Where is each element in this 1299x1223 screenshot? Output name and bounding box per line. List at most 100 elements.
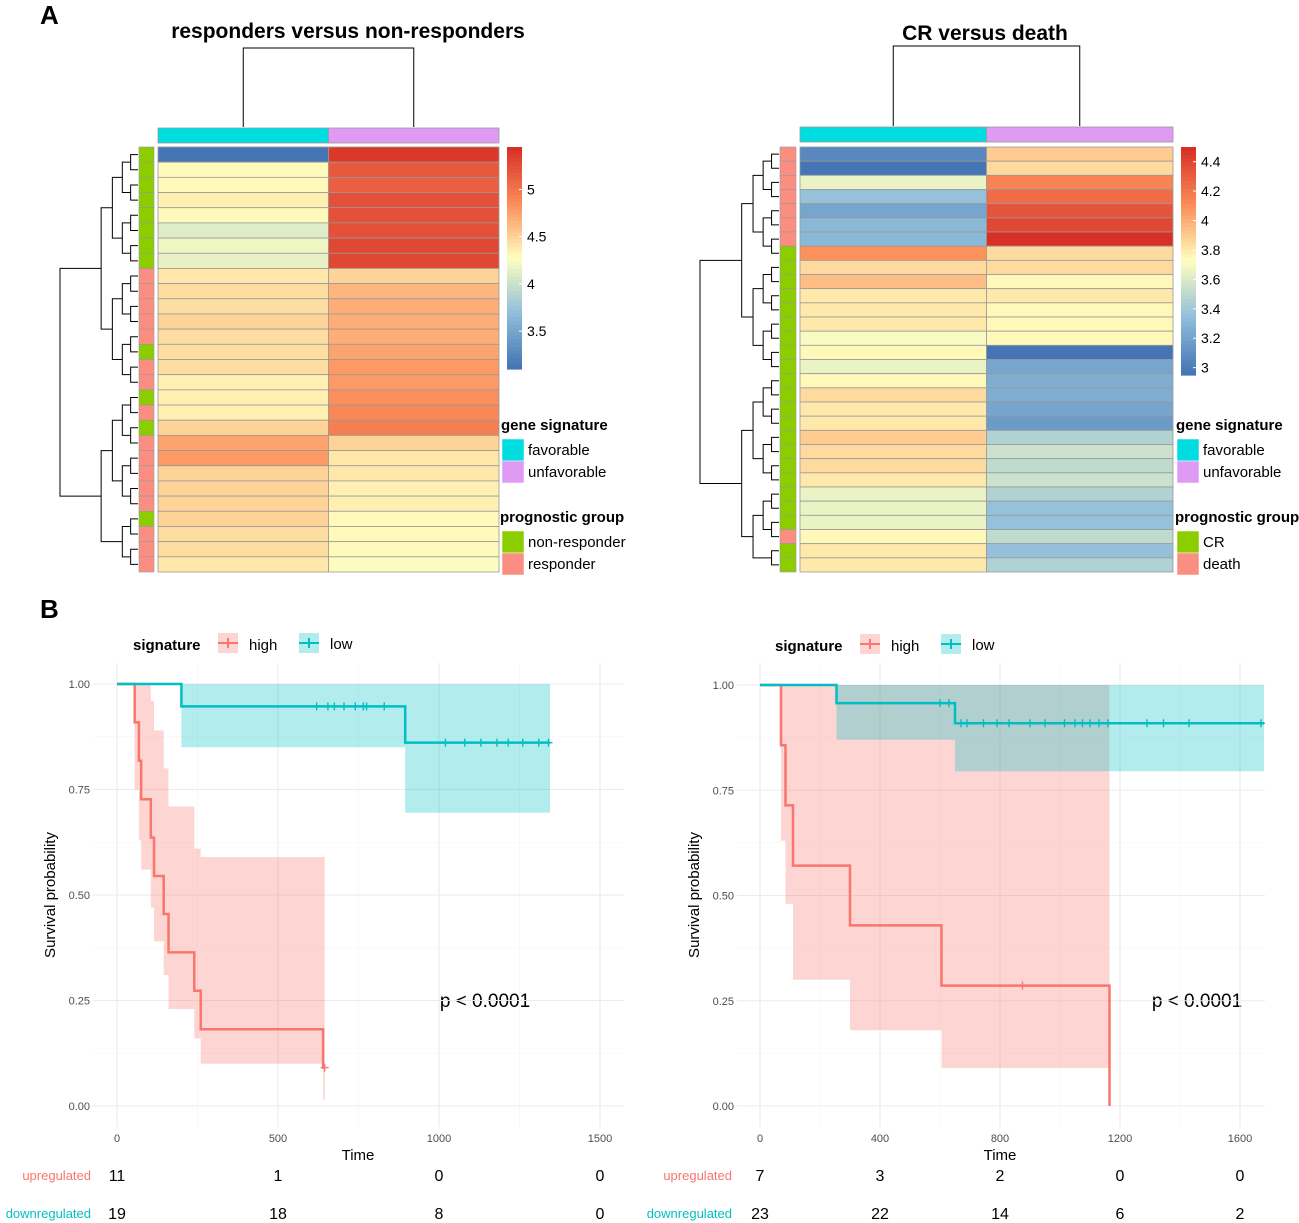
heatmap-cell (328, 268, 500, 285)
colorbar-segment (1181, 352, 1196, 357)
heatmap-cell (799, 401, 987, 417)
heatmap-cell (328, 237, 500, 254)
row-dendrogram-branch (121, 222, 131, 254)
heatmap-cell (157, 268, 329, 285)
km-censor-mark-low (979, 719, 988, 728)
heatmap-cell (986, 174, 1174, 190)
column-dendrogram (242, 47, 415, 127)
legend-label-responder: responder (528, 556, 596, 573)
row-annotation-CR (779, 387, 797, 403)
row-dendrogram-branch (741, 429, 754, 538)
heatmap-cell (157, 434, 329, 451)
colorbar-segment (1181, 150, 1196, 156)
colorbar-segment (507, 280, 522, 285)
heatmap-cell (328, 328, 500, 345)
row-annotation-non-responder (138, 510, 155, 527)
colorbar-segment (507, 306, 522, 311)
row-dendrogram-branch (130, 245, 138, 262)
legend-label-unfavorable: unfavorable (528, 464, 606, 481)
colorbar-segment (1181, 359, 1196, 365)
km-legend-high: high (249, 637, 277, 654)
colorbar-segment (507, 328, 522, 333)
row-annotation-CR (779, 373, 797, 389)
row-annotation-non-responder (138, 146, 155, 163)
row-annotation-death (779, 146, 797, 162)
heatmap-cell (986, 217, 1174, 233)
heatmap-cell (157, 556, 329, 573)
row-dendrogram-branch (100, 450, 123, 543)
row-dendrogram-branch (699, 259, 742, 484)
row-annotation-responder (138, 465, 155, 482)
colorbar-segment (1181, 340, 1196, 346)
heatmap-cell (157, 480, 329, 497)
colorbar-segment (507, 365, 522, 370)
legend-swatch-CR (1176, 530, 1200, 554)
colorbar-segment (1181, 318, 1196, 323)
row-dendrogram-branch (130, 305, 138, 323)
colorbar-segment (507, 198, 522, 204)
km-ci-band-low (117, 684, 551, 813)
colorbar-segment (507, 150, 522, 155)
legend-label-favorable: favorable (1203, 442, 1265, 459)
heatmap-cell (986, 415, 1174, 431)
legend-swatch-non-responder (501, 530, 525, 554)
row-annotation-non-responder (138, 207, 155, 224)
km-censor-mark-low (1143, 719, 1151, 728)
risk-table-value: 0 (596, 1206, 605, 1223)
heatmap-cell (799, 189, 987, 205)
heatmap-cell (986, 288, 1174, 304)
km-censor-mark-low (945, 699, 953, 708)
row-dendrogram-branch (771, 153, 779, 169)
colorbar-segment (1181, 299, 1196, 304)
row-annotation-responder (138, 374, 155, 391)
heatmap-cell (799, 373, 987, 389)
risk-row-downregulated: downregulated (647, 1206, 732, 1221)
colorbar-segment (507, 346, 522, 352)
heatmap-cell (157, 419, 329, 436)
colorbar-segment (1181, 291, 1196, 296)
colorbar-tick-label: 4.2 (1201, 183, 1221, 199)
heatmap-cell (157, 374, 329, 391)
y-tick-label: 0.00 (713, 1101, 734, 1113)
colorbar-segment (1181, 188, 1196, 194)
heatmap-cell (328, 359, 500, 376)
row-annotation-death (779, 203, 797, 219)
colorbar-segment (1181, 234, 1196, 239)
heatmap-cell (799, 415, 987, 431)
colorbar-segment (1181, 314, 1196, 319)
row-dendrogram-branch (130, 154, 138, 171)
heatmap-cell (986, 373, 1174, 389)
colorbar-segment (507, 224, 522, 229)
row-dendrogram-branch (771, 493, 779, 509)
colorbar-segment (1181, 154, 1196, 159)
km-censor-mark-low (544, 738, 553, 747)
colorbar-segment (507, 232, 522, 237)
colorbar-segment (507, 158, 522, 163)
colorbar-segment (507, 269, 522, 274)
row-dendrogram-branch (771, 295, 779, 311)
row-dendrogram-branch (771, 408, 779, 424)
colorbar-tick-label: 5 (527, 182, 535, 198)
colorbar-segment (1181, 249, 1196, 254)
colorbar-segment (507, 191, 522, 196)
km-xlabel: Time (342, 1147, 375, 1164)
colorbar-tick-label: 4 (1201, 213, 1209, 229)
row-annotation-death (779, 217, 797, 233)
heatmap-cell (986, 472, 1174, 488)
km-ci-band-high (760, 685, 1110, 1069)
heatmap-cell (328, 419, 500, 436)
colorbar-segment (507, 332, 522, 337)
row-annotation-CR (779, 401, 797, 417)
legend-swatch-unfavorable (1176, 460, 1200, 484)
risk-table-value: 0 (1116, 1168, 1125, 1185)
colorbar-segment (1181, 253, 1196, 258)
row-dendrogram-branch (771, 181, 779, 198)
heatmap-cell (986, 557, 1174, 573)
colorbar-segment (507, 246, 522, 252)
colorbar-segment (507, 221, 522, 226)
colorbar-segment (1181, 302, 1196, 308)
row-annotation-CR (779, 486, 797, 502)
row-annotation-non-responder (138, 344, 155, 360)
row-annotation-CR (779, 316, 797, 332)
row-annotation-non-responder (138, 237, 155, 254)
